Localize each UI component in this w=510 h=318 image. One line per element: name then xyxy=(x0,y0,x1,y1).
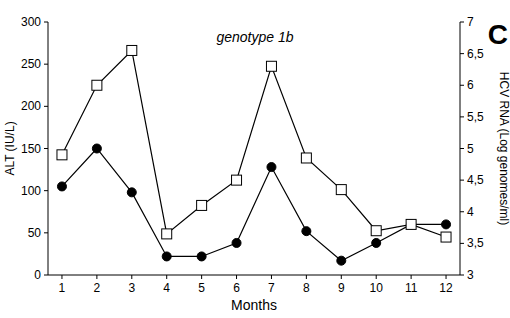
y-tick xyxy=(44,275,48,276)
y-tick-label: 50 xyxy=(28,226,42,240)
y2-tick-label: 4 xyxy=(467,205,474,219)
data-point xyxy=(232,175,242,185)
data-point xyxy=(337,256,346,265)
x-axis-line xyxy=(48,275,460,276)
x-tick xyxy=(306,275,307,279)
data-point xyxy=(442,220,451,229)
y-tick-label: 300 xyxy=(21,15,41,29)
y2-tick-label: 4,5 xyxy=(467,173,484,187)
chart: 05010015020025030033,544,555,566,5712345… xyxy=(0,0,510,318)
y-tick xyxy=(44,64,48,65)
x-tick xyxy=(61,275,62,279)
series-line xyxy=(62,50,446,237)
x-tick-label: 4 xyxy=(163,281,170,295)
y-tick xyxy=(44,232,48,233)
x-tick-label: 3 xyxy=(128,281,135,295)
y-tick xyxy=(44,148,48,149)
data-point xyxy=(92,80,102,90)
x-tick-label: 8 xyxy=(303,281,310,295)
y2-tick xyxy=(460,22,464,23)
y2-tick-label: 5,5 xyxy=(467,110,484,124)
x-tick xyxy=(446,275,447,279)
data-point xyxy=(407,220,416,229)
y2-tick xyxy=(460,243,464,244)
x-tick xyxy=(131,275,132,279)
data-point xyxy=(441,232,451,242)
x-tick-label: 11 xyxy=(405,281,418,295)
series-line xyxy=(62,149,446,261)
x-tick-label: 1 xyxy=(59,281,66,295)
x-tick xyxy=(166,275,167,279)
y2-tick-label: 5 xyxy=(467,142,474,156)
data-point xyxy=(371,226,381,236)
x-tick xyxy=(411,275,412,279)
data-point xyxy=(301,153,311,163)
y2-tick xyxy=(460,148,464,149)
data-point xyxy=(266,61,276,71)
y2-tick-label: 3,5 xyxy=(467,236,484,250)
y-tick-label: 200 xyxy=(21,99,41,113)
data-point xyxy=(57,182,66,191)
x-tick xyxy=(236,275,237,279)
data-point xyxy=(162,252,171,261)
x-tick xyxy=(96,275,97,279)
data-point xyxy=(197,200,207,210)
data-point xyxy=(92,144,101,153)
data-point xyxy=(127,188,136,197)
y2-tick xyxy=(460,53,464,54)
y2-tick xyxy=(460,116,464,117)
data-point xyxy=(57,150,67,160)
axes: 05010015020025030033,544,555,566,5712345… xyxy=(21,15,484,295)
y-axis-title: ALT (IU/L) xyxy=(3,121,17,175)
data-point xyxy=(372,238,381,247)
data-point xyxy=(336,185,346,195)
x-tick-label: 5 xyxy=(198,281,205,295)
x-tick-label: 7 xyxy=(268,281,275,295)
x-tick-label: 2 xyxy=(94,281,101,295)
y2-tick-label: 3 xyxy=(467,268,474,282)
y-tick-label: 250 xyxy=(21,57,41,71)
y-tick xyxy=(44,190,48,191)
data-point xyxy=(232,238,241,247)
y-tick xyxy=(44,22,48,23)
y-tick xyxy=(44,106,48,107)
data-point xyxy=(197,252,206,261)
x-tick xyxy=(376,275,377,279)
y-tick-label: 100 xyxy=(21,184,41,198)
x-tick-label: 10 xyxy=(370,281,384,295)
title: genotype 1b xyxy=(216,29,293,45)
y2-axis-title: HCV RNA (Log genomes/ml) xyxy=(497,72,510,225)
y2-tick xyxy=(460,275,464,276)
y2-tick-label: 6,5 xyxy=(467,47,484,61)
y-tick-label: 0 xyxy=(34,268,41,282)
data-point xyxy=(302,227,311,236)
x-tick-label: 6 xyxy=(233,281,240,295)
x-tick xyxy=(271,275,272,279)
x-tick-label: 9 xyxy=(338,281,345,295)
panel-label: C xyxy=(488,19,508,50)
x-axis-title: Months xyxy=(231,297,277,313)
plot-data xyxy=(57,45,451,265)
y-tick-label: 150 xyxy=(21,142,41,156)
y2-tick-label: 7 xyxy=(467,15,474,29)
data-point xyxy=(162,229,172,239)
data-point xyxy=(127,45,137,55)
y2-tick xyxy=(460,180,464,181)
y2-tick xyxy=(460,85,464,86)
x-tick xyxy=(201,275,202,279)
x-tick-label: 12 xyxy=(439,281,453,295)
x-tick xyxy=(341,275,342,279)
y2-tick-label: 6 xyxy=(467,78,474,92)
y2-tick xyxy=(460,211,464,212)
data-point xyxy=(267,163,276,172)
data-point xyxy=(406,219,416,229)
